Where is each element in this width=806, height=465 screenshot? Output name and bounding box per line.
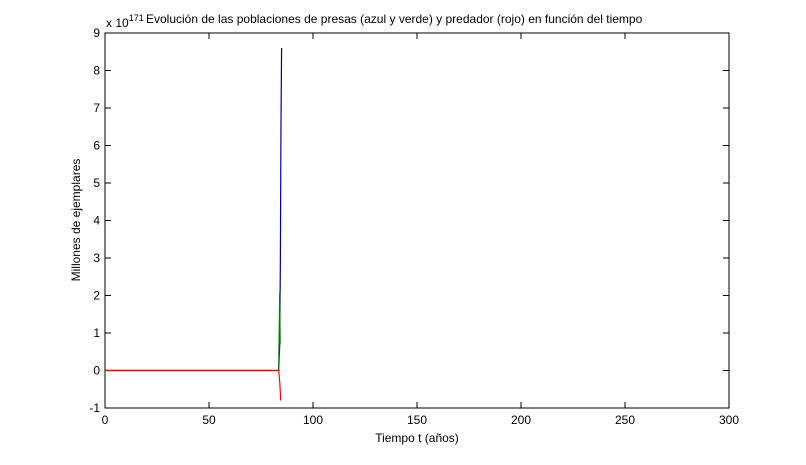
axes-box	[104, 32, 730, 409]
exponent-value: 171	[129, 13, 144, 23]
y-tick-label: 3	[93, 251, 100, 265]
y-tick-label: 6	[93, 139, 100, 153]
x-tick-label: 300	[719, 413, 739, 427]
x-tick-label: 100	[303, 413, 323, 427]
y-axis-label: Millones de ejemplares	[69, 159, 83, 282]
x-tick-label: 250	[615, 413, 635, 427]
y-tick-label: 2	[93, 289, 100, 303]
y-tick-label: 5	[93, 176, 100, 190]
x-axis-label: Tiempo t (años)	[375, 431, 459, 445]
x-tick-label: 150	[407, 413, 427, 427]
y-tick-label: 9	[93, 26, 100, 40]
exponent-label: x 10171	[106, 13, 144, 30]
x-tick-label: 0	[102, 413, 109, 427]
y-tick-label: 4	[93, 214, 100, 228]
chart-title: Evolución de las poblaciones de presas (…	[146, 12, 643, 26]
series-line-2	[105, 369, 282, 401]
y-tick-label: 7	[93, 101, 100, 115]
x-tick-label: 200	[511, 413, 531, 427]
y-tick-label: 0	[93, 364, 100, 378]
x-tick-label: 50	[202, 413, 216, 427]
y-tick-label: 1	[93, 326, 100, 340]
y-tick-label: 8	[93, 64, 100, 78]
y-tick-label: -1	[89, 401, 100, 415]
